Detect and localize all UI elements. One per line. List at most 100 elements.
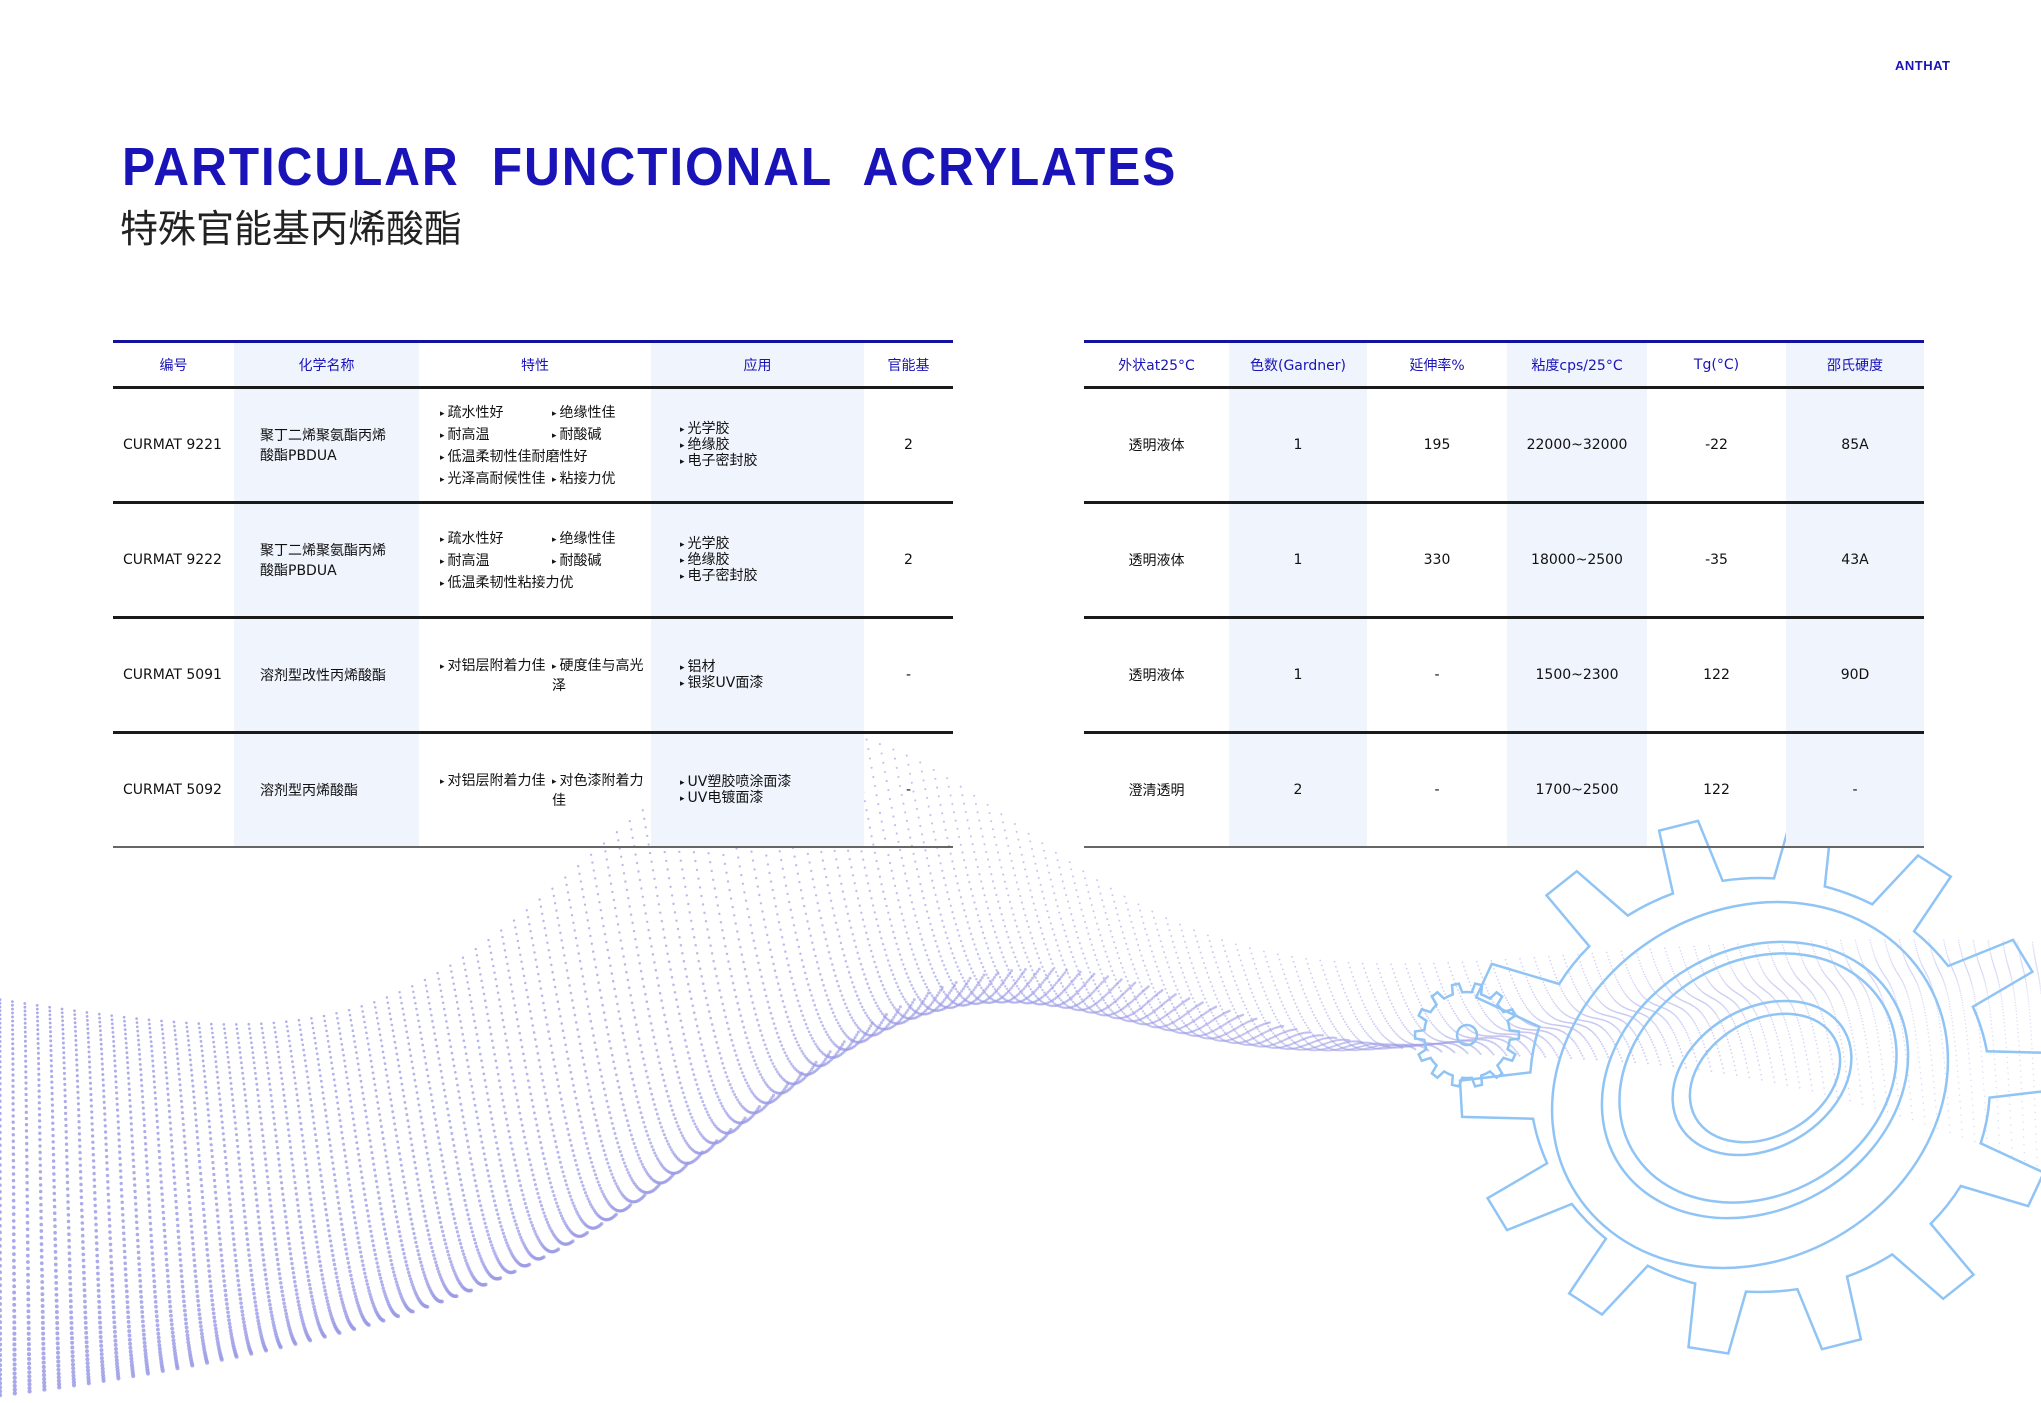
elongation-value: - — [1367, 617, 1507, 734]
applications-cell: UV塑胶喷涂面漆UV电镀面漆 — [651, 732, 864, 848]
specs-table: 外状at25°C 色数(Gardner) 延伸率% 粘度cps/25°C Tg(°C) 邵… — [1084, 340, 1924, 848]
functionality-value: 2 — [864, 502, 953, 619]
properties-cell: 对铝层附着力佳硬度佳与高光泽 — [419, 617, 651, 734]
appearance-value: 透明液体 — [1084, 502, 1229, 619]
color-gardner-value: 1 — [1229, 617, 1367, 734]
property-item: 对色漆附着力佳 — [552, 770, 650, 810]
elongation-value: - — [1367, 732, 1507, 848]
applications-cell: 铝材银浆UV面漆 — [651, 617, 864, 734]
tg-value: 122 — [1647, 732, 1786, 848]
elongation-value: 330 — [1367, 502, 1507, 619]
chemical-name: 聚丁二烯聚氨酯丙烯酸酯PBDUA — [234, 502, 419, 619]
property-item: 耐酸碱 — [552, 550, 650, 570]
property-item: 对铝层附着力佳 — [440, 655, 552, 695]
header-viscosity: 粘度cps/25°C — [1507, 340, 1647, 389]
header-color-gardner: 色数(Gardner) — [1229, 340, 1367, 389]
application-item: 绝缘胶 — [680, 437, 863, 453]
application-item: 银浆UV面漆 — [680, 675, 863, 691]
viscosity-value: 1500~2300 — [1507, 617, 1647, 734]
properties-list: 对铝层附着力佳硬度佳与高光泽 — [420, 655, 650, 695]
property-item: 光泽高耐候性佳 — [440, 468, 552, 488]
appearance-value: 澄清透明 — [1084, 732, 1229, 848]
table-row: 透明液体 1 330 18000~2500 -35 43A — [1084, 502, 1924, 619]
chemical-name: 溶剂型改性丙烯酸酯 — [234, 617, 419, 734]
properties-list: 疏水性好绝缘性佳耐高温耐酸碱低温柔韧性佳耐磨性好光泽高耐候性佳粘接力优 — [420, 402, 650, 488]
applications-list: UV塑胶喷涂面漆UV电镀面漆 — [652, 774, 863, 806]
header-applications: 应用 — [651, 340, 864, 389]
properties-cell: 对铝层附着力佳对色漆附着力佳 — [419, 732, 651, 848]
property-item: 低温柔韧性粘接力优 — [440, 572, 650, 592]
table-row: 透明液体 1-1500~2300 122 90D — [1084, 617, 1924, 734]
header-chemical-name: 化学名称 — [234, 340, 419, 389]
product-code: CURMAT 5092 — [113, 732, 234, 848]
brand-logo: ANTHAT — [1895, 58, 1951, 73]
tg-value: 122 — [1647, 617, 1786, 734]
application-item: 电子密封胶 — [680, 568, 863, 584]
header-properties: 特性 — [419, 340, 651, 389]
properties-cell: 疏水性好绝缘性佳耐高温耐酸碱低温柔韧性佳耐磨性好光泽高耐候性佳粘接力优 — [419, 387, 651, 504]
property-item: 耐高温 — [440, 550, 552, 570]
shore-hardness-value: 90D — [1786, 617, 1924, 734]
property-item: 粘接力优 — [552, 468, 650, 488]
color-gardner-value: 2 — [1229, 732, 1367, 848]
properties-cell: 疏水性好绝缘性佳耐高温耐酸碱低温柔韧性粘接力优 — [419, 502, 651, 619]
viscosity-value: 18000~2500 — [1507, 502, 1647, 619]
applications-list: 光学胶绝缘胶电子密封胶 — [652, 536, 863, 584]
applications-list: 光学胶绝缘胶电子密封胶 — [652, 421, 863, 469]
application-item: 铝材 — [680, 659, 863, 675]
application-item: 光学胶 — [680, 421, 863, 437]
header-shore-hardness: 邵氏硬度 — [1786, 340, 1924, 389]
appearance-value: 透明液体 — [1084, 617, 1229, 734]
application-item: 绝缘胶 — [680, 552, 863, 568]
functionality-value: 2 — [864, 387, 953, 504]
tg-value: -35 — [1647, 502, 1786, 619]
properties-list: 对铝层附着力佳对色漆附着力佳 — [420, 770, 650, 810]
property-item: 绝缘性佳 — [552, 402, 650, 422]
product-table: 编号 化学名称 特性 应用 官能基 CURMAT 9221 聚丁二烯聚氨酯丙烯酸酯… — [113, 340, 953, 848]
large-gear-icon — [1458, 815, 2041, 1355]
property-item: 对铝层附着力佳 — [440, 770, 552, 810]
table-row: CURMAT 9222聚丁二烯聚氨酯丙烯酸酯PBDUA疏水性好绝缘性佳耐高温耐酸… — [113, 502, 953, 619]
elongation-value: 195 — [1367, 387, 1507, 504]
small-gear-icon — [1413, 982, 1521, 1088]
page-subtitle: 特殊官能基丙烯酸酯 — [120, 207, 463, 251]
property-item: 疏水性好 — [440, 528, 552, 548]
application-item: 光学胶 — [680, 536, 863, 552]
table-row: CURMAT 5091溶剂型改性丙烯酸酯对铝层附着力佳硬度佳与高光泽铝材银浆UV… — [113, 617, 953, 734]
functionality-value: - — [864, 617, 953, 734]
chemical-name: 溶剂型丙烯酸酯 — [234, 732, 419, 848]
color-gardner-value: 1 — [1229, 387, 1367, 504]
shore-hardness-value: - — [1786, 732, 1924, 848]
header-elongation: 延伸率% — [1367, 340, 1507, 389]
property-item: 耐酸碱 — [552, 424, 650, 444]
shore-hardness-value: 85A — [1786, 387, 1924, 504]
product-code: CURMAT 9221 — [113, 387, 234, 504]
header-functionality: 官能基 — [864, 340, 953, 389]
table-row: CURMAT 9221聚丁二烯聚氨酯丙烯酸酯PBDUA疏水性好绝缘性佳耐高温耐酸… — [113, 387, 953, 504]
applications-list: 铝材银浆UV面漆 — [652, 659, 863, 691]
shore-hardness-value: 43A — [1786, 502, 1924, 619]
chemical-name: 聚丁二烯聚氨酯丙烯酸酯PBDUA — [234, 387, 419, 504]
appearance-value: 透明液体 — [1084, 387, 1229, 504]
properties-list: 疏水性好绝缘性佳耐高温耐酸碱低温柔韧性粘接力优 — [420, 528, 650, 592]
table-row: 透明液体 1 195 22000~32000 -22 85A — [1084, 387, 1924, 504]
property-item: 硬度佳与高光泽 — [552, 655, 650, 695]
property-item: 低温柔韧性佳耐磨性好 — [440, 446, 650, 466]
applications-cell: 光学胶绝缘胶电子密封胶 — [651, 502, 864, 619]
product-code: CURMAT 5091 — [113, 617, 234, 734]
application-item: UV电镀面漆 — [680, 790, 863, 806]
applications-cell: 光学胶绝缘胶电子密封胶 — [651, 387, 864, 504]
color-gardner-value: 1 — [1229, 502, 1367, 619]
header-code: 编号 — [113, 340, 234, 389]
viscosity-value: 1700~2500 — [1507, 732, 1647, 848]
page-title: PARTICULAR FUNCTIONAL ACRYLATES — [122, 137, 1178, 197]
application-item: UV塑胶喷涂面漆 — [680, 774, 863, 790]
application-item: 电子密封胶 — [680, 453, 863, 469]
tg-value: -22 — [1647, 387, 1786, 504]
table-row: 澄清透明 2-1700~2500 122- — [1084, 732, 1924, 848]
property-item: 疏水性好 — [440, 402, 552, 422]
product-code: CURMAT 9222 — [113, 502, 234, 619]
header-appearance: 外状at25°C — [1084, 340, 1229, 389]
header-tg: Tg(°C) — [1647, 340, 1786, 389]
property-item: 耐高温 — [440, 424, 552, 444]
